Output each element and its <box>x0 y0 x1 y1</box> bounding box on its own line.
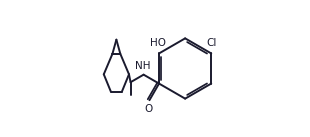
Text: O: O <box>145 104 153 114</box>
Text: Cl: Cl <box>207 38 217 48</box>
Text: NH: NH <box>135 61 151 71</box>
Text: HO: HO <box>150 38 166 48</box>
